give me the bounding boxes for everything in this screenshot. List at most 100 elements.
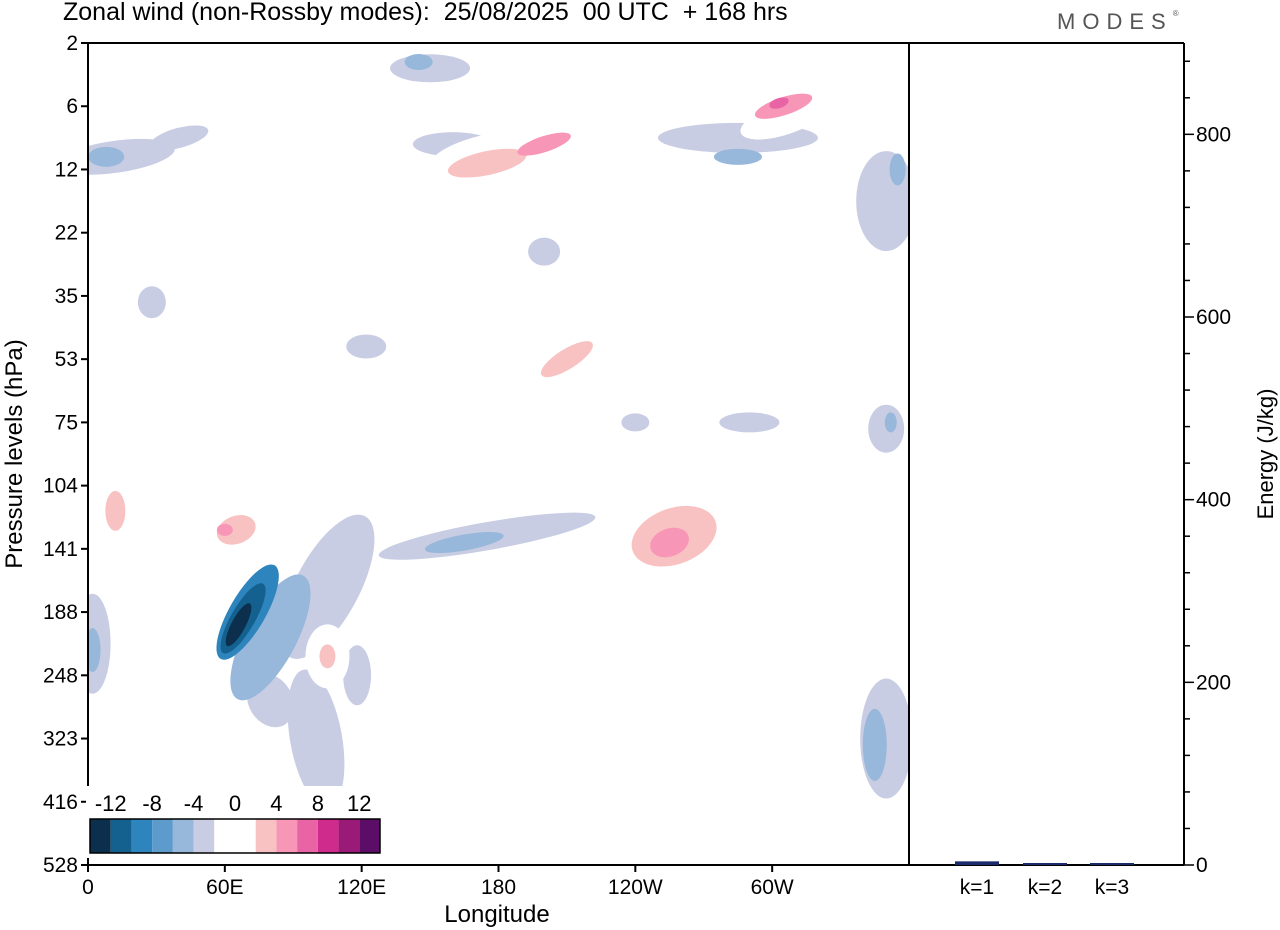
energy-bars: k=1 k=2 k=3 [955,861,1134,899]
y-tick-label: 416 [43,791,78,814]
negative-contour [889,153,906,186]
longitude-axis: 0 60E 120E 180 120W 60W [82,865,794,899]
colorbar-label: 0 [229,791,241,816]
energy-tick-label: 600 [1196,306,1231,329]
negative-contour [528,237,561,266]
positive-contour [699,520,800,641]
positive-contour [837,234,866,307]
colorbar-frame [89,818,381,854]
x-tick-label: 120W [608,876,663,899]
y-tick-label: 248 [43,664,78,687]
y-tick-label: 188 [43,601,78,624]
positive-contour [517,132,571,156]
y-tick-label: 2 [66,32,78,55]
colorbar-label: -8 [142,791,162,816]
brand-name: MODES [1057,9,1173,34]
energy-bar [1090,863,1134,865]
positive-contour [540,341,593,378]
brand-registered-mark: ® [1172,9,1179,18]
colorbar-swatch [317,819,339,853]
energy-bar-label: k=2 [1028,876,1062,899]
positive-contour [626,603,667,684]
negative-contour [884,412,897,433]
positive-contour [835,67,868,120]
x-tick-label: 120E [337,876,386,899]
positive-contour [492,721,541,782]
negative-contour [346,334,387,359]
colorbar-swatch [90,819,111,853]
positive-contour [769,97,789,109]
energy-tick-label: 200 [1196,671,1231,694]
colorbar-label: -12 [95,791,127,816]
positive-contour [891,497,904,550]
negative-contour [862,708,887,781]
colorbar-swatch [297,819,318,853]
chart-title: Zonal wind (non-Rossby modes): 25/08/202… [63,0,788,26]
negative-contour [621,413,650,432]
y-tick-label: 6 [66,95,78,118]
colorbar-label: 12 [347,791,371,816]
y-tick-label: 12 [55,158,78,181]
negative-contour [150,125,209,151]
negative-contour [88,628,101,673]
positive-contour [606,769,687,835]
y-tick-label: 53 [55,348,78,371]
colorbar-swatch [152,819,173,853]
y-tick-label: 35 [55,285,78,308]
y-tick-label: 22 [55,222,78,245]
positive-contour [577,115,626,136]
positive-contour [448,665,549,736]
negative-contour [137,286,166,319]
colorbar-label: -4 [184,791,204,816]
colorbar-swatch [131,819,153,853]
positive-contour [729,303,770,364]
energy-tick-label: 0 [1196,854,1208,877]
colorbar-swatch [255,819,277,853]
y-axis-label: Pressure levels (hPa) [1,339,28,568]
colorbar-swatch [359,819,380,853]
colorbar-swatch [110,819,132,853]
contour-field [88,53,909,835]
colorbar-swatch [214,819,235,853]
x-tick-label: 60E [206,876,243,899]
colorbar-swatch [235,819,256,853]
x-axis-label: Longitude [444,901,549,928]
energy-bar [955,861,999,865]
pressure-axis: 2 6 12 22 35 53 75 104 141 188 248 323 416 528 [43,32,88,877]
colorbar: -12 -8 -4 0 4 8 12 [86,786,384,858]
colorbar-swatch [338,819,360,853]
negative-contour [225,603,252,647]
negative-contour [856,151,909,252]
y-tick-label: 141 [43,538,78,561]
x-tick-label: 60W [751,876,794,899]
x-tick-label: 0 [82,876,94,899]
energy-axis: 0 200 400 600 800 [1184,60,1231,877]
negative-contour [343,645,372,706]
energy-bar [1023,863,1067,865]
y-tick-label: 75 [55,411,78,434]
colorbar-label: 8 [312,791,324,816]
energy-tick-label: 400 [1196,489,1231,512]
positive-contour [216,515,256,545]
negative-contour [713,148,762,165]
negative-contour [287,669,345,808]
positive-contour [740,98,827,140]
positive-contour [105,490,126,531]
colorbar-label: 4 [270,791,282,816]
colorbar-swatch [193,819,215,853]
x-tick-label: 180 [481,876,516,899]
y-tick-label: 528 [43,854,78,877]
colorbar-swatch [172,819,194,853]
colorbar-swatch [276,819,298,853]
negative-contour [404,53,433,70]
negative-contour [424,532,504,554]
negative-contour [719,412,780,433]
energy-bar-label: k=1 [960,876,994,899]
positive-contour [853,376,874,405]
positive-contour [650,527,689,558]
energy-bar-label: k=3 [1095,876,1129,899]
y-tick-label: 104 [43,475,78,498]
negative-contour [230,574,311,701]
positive-contour [319,644,336,669]
